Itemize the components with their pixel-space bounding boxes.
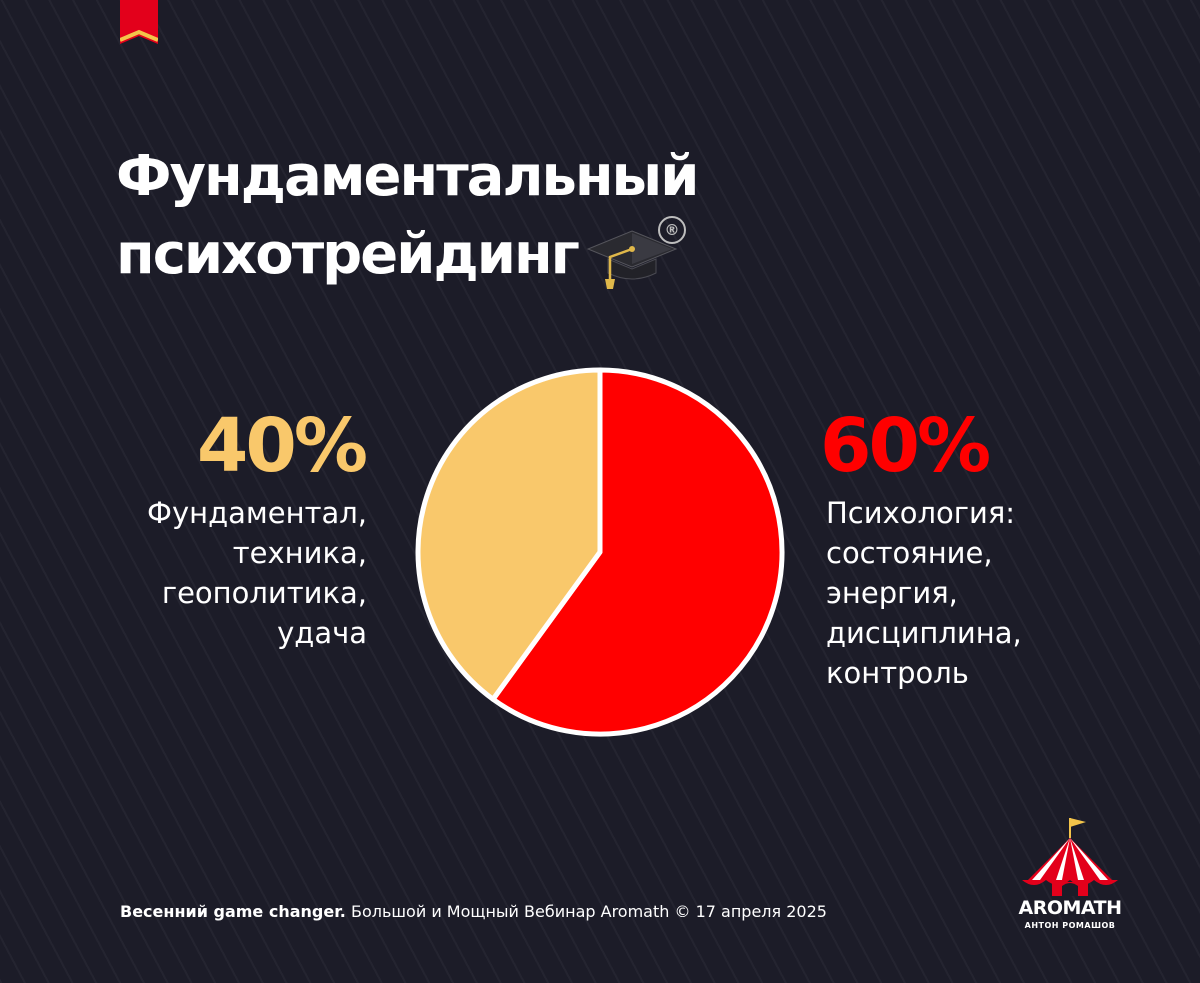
title-line-2-text: психотрейдинг: [116, 222, 580, 287]
bookmark-icon: [120, 0, 158, 44]
description-line: энергия,: [826, 576, 958, 610]
slice-description-fundamental: Фундаментал, техника, геополитика, удача: [147, 493, 367, 653]
pie-slice-1: [415, 367, 603, 702]
graduation-cap-icon: [586, 230, 678, 289]
footer-bold-text: Весенний game changer.: [120, 902, 346, 921]
slice-description-psychology: Психология: состояние, энергия, дисципли…: [826, 493, 1022, 693]
description-line: состояние,: [826, 536, 993, 570]
description-line: Психология:: [826, 496, 1016, 530]
title-line-2: психотрейдинг: [116, 216, 697, 294]
footer-text: Большой и Мощный Вебинар Aromath © 17 ап…: [345, 902, 827, 921]
description-line: удача: [277, 616, 367, 650]
description-line: контроль: [826, 656, 969, 690]
logo-subtitle: АНТОН РОМАШОВ: [1024, 921, 1116, 930]
page-title: Фундаментальный психотрейдинг: [116, 138, 699, 294]
description-line: дисциплина,: [826, 616, 1022, 650]
logo-name: AROMATH: [1018, 897, 1123, 919]
footer-caption: Весенний game changer. Большой и Мощный …: [120, 902, 827, 921]
title-line-1: Фундаментальный: [116, 144, 699, 209]
registered-trademark-mark: ®: [658, 216, 686, 244]
pie-chart: [415, 367, 785, 737]
pie-slice-0: [490, 367, 785, 737]
slice-percent-label-psychology: 60%: [820, 403, 991, 489]
description-line: геополитика,: [161, 576, 367, 610]
description-line: техника,: [232, 536, 367, 570]
description-line: Фундаментал,: [146, 496, 367, 530]
slice-percent-label-fundamental: 40%: [196, 403, 368, 489]
circus-tent-icon: [1022, 818, 1118, 896]
